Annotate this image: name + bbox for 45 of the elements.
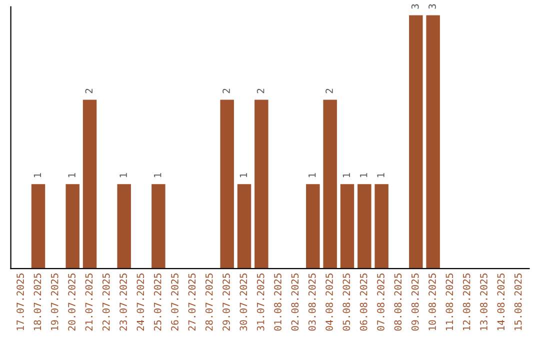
data-label: 1 [240, 173, 247, 178]
data-label: 2 [326, 88, 333, 94]
data-label: 2 [85, 88, 92, 94]
x-tick-label: 23.07.2025 [120, 274, 127, 331]
data-label: 1 [377, 173, 384, 178]
x-tick-label: 08.08.2025 [394, 274, 402, 331]
x-tick-label: 11.08.2025 [446, 274, 454, 330]
x-tick-label: 03.08.2025 [308, 274, 316, 331]
x-tick-label: 28.07.2025 [205, 274, 213, 331]
x-tick-label: 31.07.2025 [256, 274, 264, 331]
x-tick-label: 02.08.2025 [291, 274, 299, 331]
x-tick-label: 30.07.2025 [240, 274, 248, 331]
x-tick-label: 29.07.2025 [222, 274, 230, 331]
x-tick-label: 05.08.2025 [342, 274, 350, 331]
x-tick-label: 15.08.2025 [514, 274, 522, 330]
x-tick-label: 09.08.2025 [411, 274, 419, 331]
x-tick-label: 20.07.2025 [68, 274, 76, 331]
x-tick-label: 21.07.2025 [85, 274, 93, 331]
x-tick-label: 07.08.2025 [377, 274, 384, 331]
x-tick-label: 27.07.2025 [188, 274, 196, 331]
x-tick-label: 25.07.2025 [154, 274, 162, 331]
data-label: 1 [360, 173, 368, 178]
data-label: 2 [222, 88, 230, 94]
data-label: 1 [342, 173, 350, 178]
data-label: 1 [308, 173, 316, 178]
data-label: 1 [154, 173, 162, 178]
data-label: 1 [34, 173, 41, 178]
data-label: 1 [120, 173, 127, 178]
x-tick-label: 17.07.2025 [16, 274, 24, 330]
data-label: 3 [428, 4, 436, 9]
data-label: 3 [411, 4, 419, 9]
data-label: 2 [256, 88, 264, 94]
x-tick-label: 14.08.2025 [497, 274, 505, 330]
x-tick-label: 26.07.2025 [171, 274, 178, 331]
x-tick-label: 10.08.2025 [428, 274, 436, 330]
x-tick-label: 22.07.2025 [102, 274, 110, 331]
x-tick-label: 01.08.2025 [274, 274, 282, 331]
x-tick-label: 13.08.2025 [480, 274, 488, 330]
data-label: 1 [68, 173, 76, 178]
x-tick-label: 12.08.2025 [462, 274, 470, 330]
x-tick-label: 18.07.2025 [34, 274, 42, 330]
x-tick-label: 19.07.2025 [50, 274, 58, 330]
x-tick-label: 06.08.2025 [360, 274, 368, 331]
x-tick-label: 04.08.2025 [326, 274, 333, 331]
x-tick-label: 24.07.2025 [136, 274, 144, 331]
